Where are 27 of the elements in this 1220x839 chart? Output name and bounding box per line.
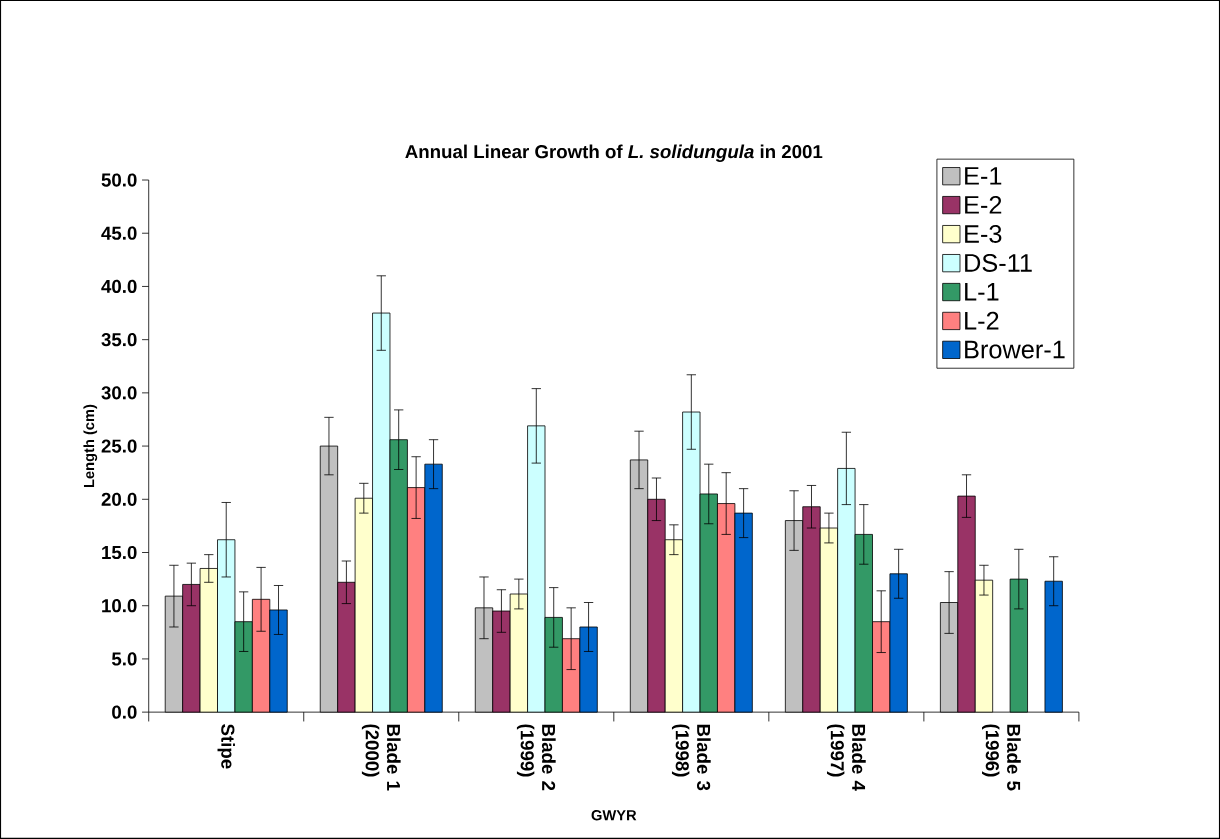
y-tick-label: 25.0 [101,439,137,453]
legend-label: Brower-1 [965,340,1065,359]
y-tick-label: 20.0 [101,492,137,506]
y-tick-label: 30.0 [101,386,137,400]
y-tick-label: 15.0 [102,545,137,560]
x-tick-label: Blade 5 (1996) [982,724,1021,791]
y-tick-label: 45.0 [101,226,137,240]
x-axis-title: GWYR [591,810,637,821]
legend-label: E-1 [965,167,1002,185]
y-tick-label: 35.0 [101,333,137,347]
y-tick-label: 10.0 [102,599,137,613]
chart-title: Annual Linear Growth of L. solidungula in 2001 [405,144,823,163]
legend-label: DS-11 [965,254,1032,272]
x-tick-label: Blade 3 (1998) [671,724,711,791]
y-tick-label: 50.0 [101,173,137,187]
legend-label: L-1 [965,283,999,301]
legend-label: L-2 [965,311,999,330]
x-tick-label: Blade 4 (1997) [826,724,866,791]
y-tick-label: 0.0 [112,705,137,719]
legend-label: E-2 [965,195,1002,214]
x-tick-label: Stipe [217,724,235,769]
x-tick-label: Blade 1 (2000) [361,724,401,791]
y-axis-title: Length (cm) [83,404,98,488]
y-tick-label: 40.0 [101,279,137,294]
legend-label: E-3 [965,224,1002,243]
x-tick-label: Blade 2 (1999) [516,724,556,791]
y-tick-label: 5.0 [111,652,137,666]
